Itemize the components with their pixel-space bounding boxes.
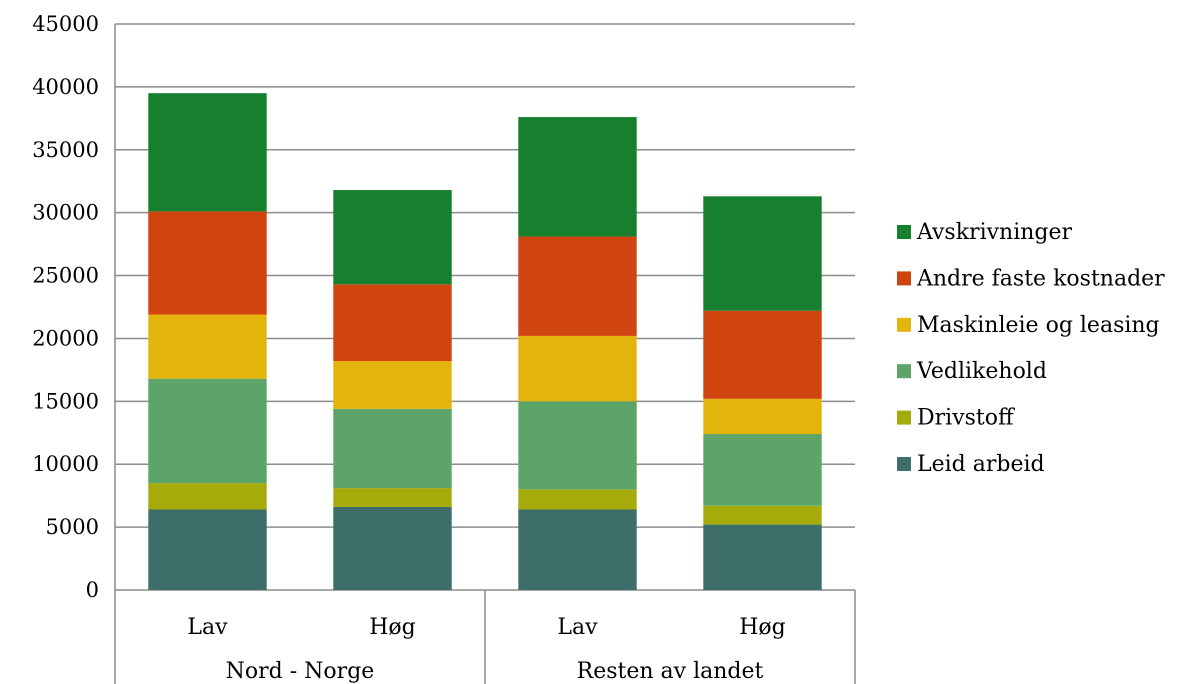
legend-label: Vedlikehold (916, 359, 1047, 384)
legend-swatch (897, 457, 911, 471)
legend-label: Avskrivninger (916, 220, 1073, 245)
legend-swatch (897, 271, 911, 286)
bar-segment (333, 506, 452, 590)
y-tick-label: 45000 (32, 12, 99, 36)
bar-segment (148, 483, 267, 510)
x-category-label: Høg (369, 615, 416, 640)
legend-label: Maskinleie og leasing (917, 313, 1160, 338)
legend-swatch (897, 364, 911, 379)
x-category-label: Lav (187, 615, 228, 640)
legend-label: Leid arbeid (917, 452, 1045, 477)
y-tick-label: 0 (86, 578, 99, 602)
y-tick-label: 15000 (32, 389, 99, 413)
bar-segment (518, 335, 637, 402)
bar-segment (518, 401, 637, 490)
bars (148, 93, 822, 590)
y-tick-label: 20000 (32, 326, 99, 350)
legend: Avskrivninger Andre faste kostnader Maskin… (897, 220, 1165, 477)
legend-swatch (897, 317, 911, 332)
x-group-label: Nord - Norge (226, 659, 375, 684)
legend-swatch (897, 410, 911, 425)
y-tick-label: 10000 (32, 452, 99, 476)
bar-segment (703, 398, 822, 435)
bar-segment (703, 524, 822, 590)
y-tick-label: 40000 (32, 75, 99, 99)
x-category-label: Høg (739, 615, 786, 640)
bar-segment (333, 190, 452, 285)
bar-segment (518, 489, 637, 510)
legend-label: Andre faste kostnader (916, 266, 1165, 291)
bar-segment (148, 314, 267, 379)
bar-segment (148, 211, 267, 315)
bar-segment (518, 117, 637, 237)
bar-segment (703, 196, 822, 311)
bar-segment (518, 509, 637, 590)
x-category-label: Lav (557, 615, 598, 640)
bar-segment (333, 361, 452, 409)
y-tick-label: 5000 (46, 515, 99, 539)
x-group-label: Resten av landet (577, 659, 764, 684)
y-tick-label: 25000 (32, 264, 99, 288)
bar-segment (703, 505, 822, 525)
legend-label: Drivstoff (917, 406, 1015, 431)
bar-segment (518, 236, 637, 336)
legend-swatch (897, 225, 911, 239)
bar-segment (148, 378, 267, 484)
y-axis-ticks: 0 5000 10000 15000 20000 25000 30000 35000 40000… (32, 12, 99, 602)
bar-segment (703, 310, 822, 399)
bar-segment (148, 93, 267, 212)
bar-segment (333, 408, 452, 489)
bar-segment (333, 488, 452, 507)
y-tick-label: 30000 (32, 201, 99, 225)
bar-segment (333, 284, 452, 362)
y-tick-label: 35000 (32, 138, 99, 162)
bar-segment (703, 434, 822, 506)
bar-segment (148, 509, 267, 590)
x-axis-categories: Lav Høg Lav Høg Nord - Norge Resten av landet (187, 615, 785, 684)
